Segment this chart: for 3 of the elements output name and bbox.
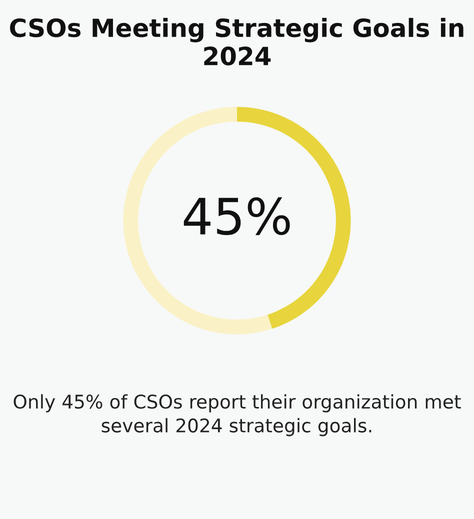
chart-title: CSOs Meeting Strategic Goals in 2024 (10, 18, 464, 66)
text: Only 45% of CSOs report their organization met several 2024 strategic goals. (14, 394, 461, 436)
data-label: 45% (184, 197, 290, 236)
